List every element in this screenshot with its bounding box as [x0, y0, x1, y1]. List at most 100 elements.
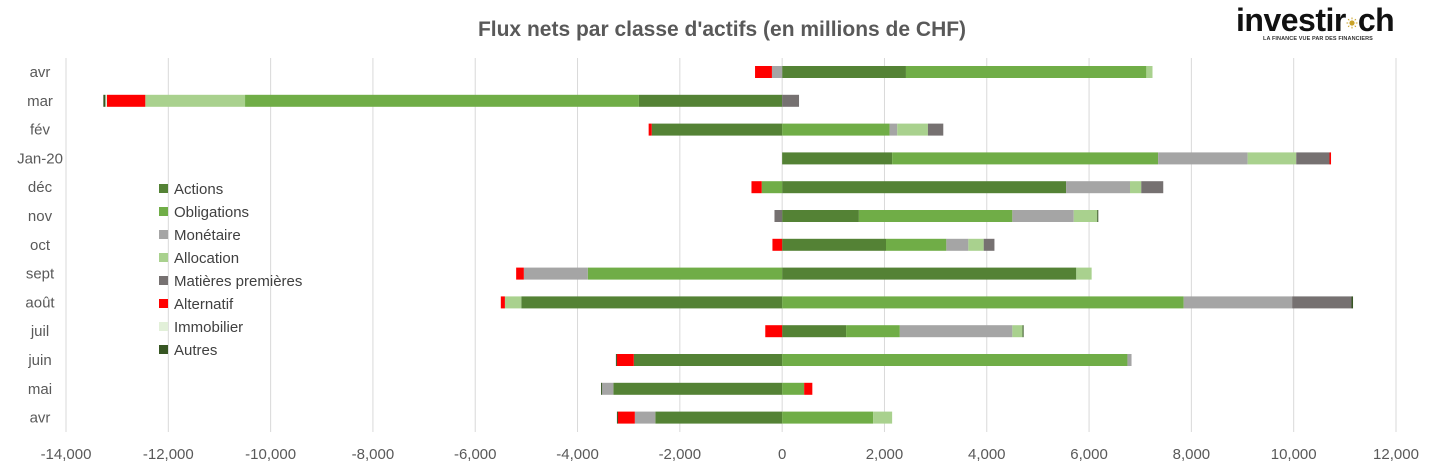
legend-label: Immobilier — [174, 319, 243, 336]
y-category-label: nov — [28, 208, 53, 225]
bar-segment-mon-taire — [946, 238, 969, 251]
bar-segment-mati-res-premi-res — [1141, 181, 1164, 194]
y-category-label: avr — [30, 64, 51, 81]
bar-segment-immobilier — [105, 94, 107, 107]
bar-segment-alternatif — [765, 325, 783, 338]
bar-segment-mati-res-premi-res — [1292, 296, 1352, 309]
bar-segment-mon-taire — [1066, 181, 1130, 194]
bar-segment-obligations — [782, 382, 805, 395]
bar-segment-actions — [651, 123, 783, 136]
x-tick-label: 2,000 — [866, 446, 904, 463]
bar-segment-allocation — [968, 238, 984, 251]
bar-segment-actions — [782, 267, 1077, 280]
bar-segment-allocation — [873, 411, 893, 424]
bar-segment-obligations — [858, 210, 1013, 222]
y-category-label: fév — [30, 122, 51, 139]
y-category-label: déc — [28, 179, 53, 196]
bar-segment-alternatif — [616, 354, 634, 366]
bar-segment-mon-taire — [1127, 354, 1132, 366]
x-axis-labels: -14,000 -12,000 -10,000 -8,000 -6,000 -4,000 -… — [41, 446, 1419, 463]
bar-segment-allocation — [1076, 267, 1092, 280]
bar-segment-actions — [521, 296, 783, 309]
legend-label: Alternatif — [174, 296, 234, 313]
bar-segment-allocation — [1073, 210, 1098, 222]
y-category-label: juin — [27, 352, 51, 369]
bar-segment-alternatif — [516, 267, 524, 280]
bar-segment-alternatif — [648, 123, 652, 136]
bar-segment-allocation — [1247, 152, 1297, 165]
bar-segment-mon-taire — [1183, 296, 1293, 309]
x-tick-label: 10,000 — [1271, 446, 1317, 463]
logo-tagline: LA FINANCE VUE PAR DES FINANCIERS — [1263, 36, 1373, 42]
bar-segment-obligations — [782, 411, 874, 424]
investir-ch-logo: investir ch LA FINANCE VUE PAR DES FINANC… — [1236, 2, 1396, 50]
y-axis-labels: avr mar fév Jan-20 déc nov oct sept août juil juin… — [17, 64, 63, 427]
bar-segment-actions — [782, 210, 859, 222]
bar-segment-actions — [782, 325, 847, 338]
bar-segment-mati-res-premi-res — [983, 238, 995, 251]
bar-segment-obligations — [245, 94, 639, 107]
legend-swatch — [159, 345, 168, 354]
bar-segment-autres — [1022, 325, 1024, 338]
legend-swatch — [159, 253, 168, 262]
bar-segment-mon-taire — [899, 325, 1013, 338]
bar-segment-actions — [655, 411, 783, 424]
y-category-label: mai — [28, 381, 52, 398]
x-tick-label: 6,000 — [1070, 446, 1108, 463]
legend-swatch — [159, 230, 168, 239]
x-tick-label: 8,000 — [1173, 446, 1211, 463]
bar-segment-obligations — [892, 152, 1159, 165]
logo-wordmark: investir ch — [1236, 2, 1395, 39]
chart-title: Flux nets par classe d'actifs (en millio… — [478, 18, 966, 41]
bar-segment-actions — [782, 152, 893, 165]
x-tick-label: 0 — [778, 446, 786, 463]
bar-segment-mati-res-premi-res — [927, 123, 944, 136]
logo-text-left: investir — [1236, 2, 1346, 38]
bar-segment-alternatif — [804, 382, 813, 395]
bar-segment-actions — [613, 382, 783, 395]
bar-segment-alternatif — [772, 238, 783, 251]
bar-segment-autres — [616, 411, 618, 424]
bar-segment-mon-taire — [634, 411, 656, 424]
bar-segment-obligations — [782, 296, 1184, 309]
bar-segment-actions — [638, 94, 783, 107]
bar-segment-obligations — [782, 354, 1128, 366]
y-category-label: sept — [26, 266, 55, 283]
bar-segment-alternatif — [617, 411, 635, 424]
legend-swatch — [159, 299, 168, 308]
y-category-label: oct — [30, 237, 51, 254]
bar-segment-obligations — [846, 325, 900, 338]
x-tick-label: -4,000 — [556, 446, 599, 463]
x-tick-label: -10,000 — [245, 446, 296, 463]
x-tick-label: -14,000 — [41, 446, 92, 463]
bar-segment-alternatif — [751, 181, 762, 194]
bar-segment-actions — [782, 66, 906, 78]
legend: Actions Obligations Monétaire Allocation Mat… — [159, 181, 302, 359]
logo-sun-icon — [1346, 17, 1358, 29]
y-category-label: Jan-20 — [17, 150, 63, 167]
bar-segment-autres — [601, 382, 603, 395]
bar-segment-mati-res-premi-res — [1296, 152, 1330, 165]
bar-segment-mon-taire — [889, 123, 898, 136]
bar-segment-allocation — [1012, 325, 1023, 338]
legend-label: Obligations — [174, 204, 249, 221]
bar-segment-mon-taire — [602, 382, 614, 395]
bar-segment-mon-taire — [1158, 152, 1248, 165]
x-tick-label: -8,000 — [352, 446, 395, 463]
bar-segment-alternatif — [106, 94, 146, 107]
bar-segment-autres — [1097, 210, 1099, 222]
bar-segment-allocation — [504, 296, 522, 309]
bar-segment-obligations — [885, 238, 947, 251]
legend-label: Allocation — [174, 250, 239, 267]
bar-segment-obligations — [782, 123, 890, 136]
legend-label: Autres — [174, 342, 217, 359]
bar-segment-actions — [633, 354, 783, 366]
bars — [103, 66, 1354, 424]
legend-label: Matières premières — [174, 273, 302, 290]
x-tick-label: 4,000 — [968, 446, 1006, 463]
bar-segment-allocation — [1130, 181, 1142, 194]
bar-segment-mon-taire — [771, 66, 783, 78]
bar-segment-mon-taire — [523, 267, 588, 280]
y-category-label: août — [25, 294, 55, 311]
legend-label: Actions — [174, 181, 223, 198]
